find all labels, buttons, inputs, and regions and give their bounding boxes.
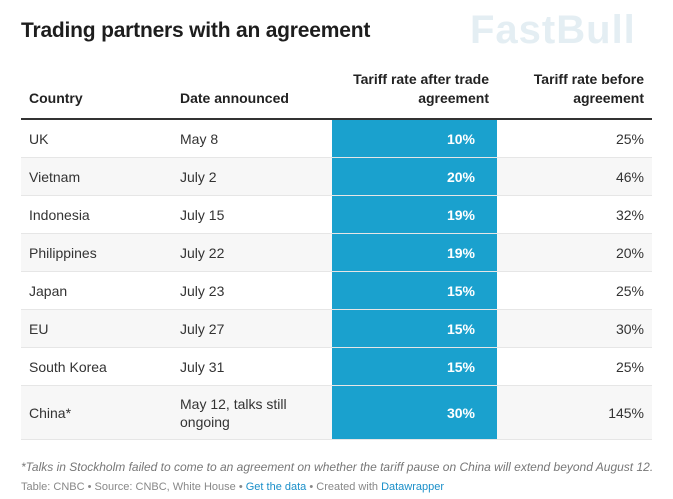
cell-country: EU [21,309,172,348]
cell-rate-before: 25% [497,271,652,310]
col-header-date[interactable]: Date announced [172,70,332,120]
get-data-link[interactable]: Get the data [245,481,307,493]
cell-rate-after: 15% [332,271,497,310]
cell-country: Philippines [21,233,172,272]
data-table: Country Date announced Tariff rate after… [21,70,652,440]
datawrapper-link[interactable]: Datawrapper [381,481,445,493]
table-row: EU July 27 15% 30% [21,309,652,348]
cell-rate-after: 20% [332,157,497,196]
table-row: Vietnam July 2 20% 46% [21,157,652,196]
source-line: Table: CNBC • Source: CNBC, White House … [21,481,444,493]
cell-date: July 15 [172,195,332,234]
cell-country: Indonesia [21,195,172,234]
cell-rate-before: 25% [497,347,652,386]
table-row: Philippines July 22 19% 20% [21,233,652,272]
cell-rate-after: 19% [332,233,497,272]
fastbull-watermark: FastBull [470,8,636,52]
cell-country: South Korea [21,347,172,386]
cell-rate-before: 20% [497,233,652,272]
col-header-country[interactable]: Country [21,70,172,120]
cell-date: July 31 [172,347,332,386]
credit-sep: • Created with [306,481,382,493]
table-row: China* May 12, talks still ongoing 30% 145% [21,385,652,440]
cell-rate-after: 10% [332,119,497,158]
cell-country: Japan [21,271,172,310]
cell-date: July 27 [172,309,332,348]
cell-date: May 12, talks still ongoing [172,385,332,440]
cell-rate-after: 30% [332,385,497,440]
cell-date: July 22 [172,233,332,272]
footnote: *Talks in Stockholm failed to come to an… [21,460,654,474]
table-row: Japan July 23 15% 25% [21,271,652,310]
cell-country: Vietnam [21,157,172,196]
cell-rate-before: 25% [497,119,652,158]
cell-country: China* [21,385,172,440]
table-row: UK May 8 10% 25% [21,119,652,158]
cell-rate-after: 19% [332,195,497,234]
col-header-after[interactable]: Tariff rate after trade agreement [332,70,497,120]
header-row: Country Date announced Tariff rate after… [21,70,652,120]
cell-rate-after: 15% [332,347,497,386]
table-title: Trading partners with an agreement [21,19,371,42]
cell-rate-before: 145% [497,385,652,440]
credit-text: Table: CNBC • Source: CNBC, White House … [21,481,246,493]
cell-country: UK [21,119,172,158]
cell-date: July 2 [172,157,332,196]
table-row: South Korea July 31 15% 25% [21,347,652,386]
col-header-before[interactable]: Tariff rate before agreement [497,70,652,120]
table-row: Indonesia July 15 19% 32% [21,195,652,234]
cell-rate-before: 46% [497,157,652,196]
cell-date: July 23 [172,271,332,310]
cell-rate-before: 30% [497,309,652,348]
cell-rate-after: 15% [332,309,497,348]
cell-rate-before: 32% [497,195,652,234]
cell-date: May 8 [172,119,332,158]
